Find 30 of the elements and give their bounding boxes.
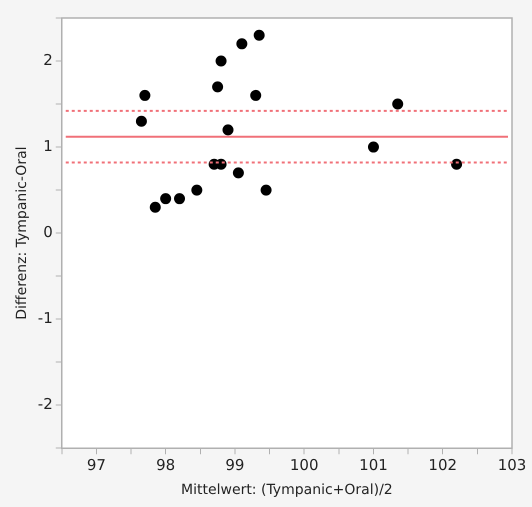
point: [216, 56, 227, 67]
point: [232, 167, 244, 178]
x-tick-label: 97: [86, 456, 106, 474]
x-tick-label: 103: [498, 456, 526, 474]
point: [236, 38, 248, 50]
point: [191, 184, 202, 196]
y-tick-label: -2: [38, 395, 53, 414]
y-tick-label: 2: [43, 50, 53, 69]
point: [150, 202, 161, 213]
point: [174, 193, 186, 204]
point: [250, 90, 262, 101]
y-tick-label: 1: [43, 136, 53, 155]
x-tick-label: 99: [225, 456, 244, 474]
point: [392, 98, 404, 110]
point: [136, 116, 147, 127]
point: [368, 142, 379, 153]
point: [160, 193, 172, 204]
y-axis-title: Differenz: Tympanic-Oral: [14, 146, 30, 320]
y-tick-label: -1: [38, 309, 53, 328]
point: [260, 184, 272, 196]
x-tick-label: 101: [359, 456, 388, 474]
point: [254, 30, 265, 41]
point: [139, 90, 150, 101]
x-axis-title: Mittelwert: (Tympanic+Oral)/2: [181, 482, 393, 498]
y-tick-label: 0: [43, 222, 53, 241]
x-tick-label: 100: [290, 456, 319, 474]
point: [212, 81, 224, 92]
point: [222, 124, 234, 136]
x-tick-label: 98: [156, 456, 176, 474]
x-tick-label: 102: [428, 456, 458, 474]
